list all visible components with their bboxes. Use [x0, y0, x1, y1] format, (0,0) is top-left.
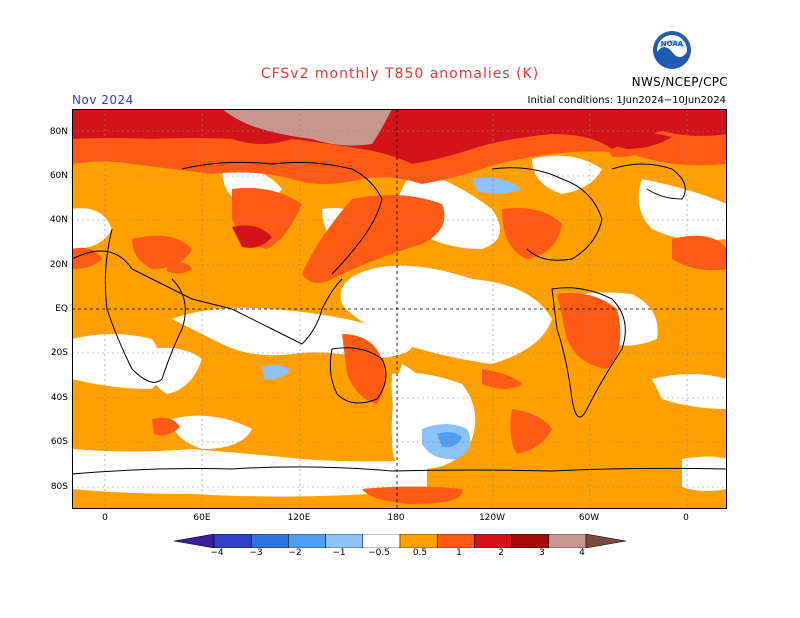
colorbar-segment: [436, 534, 475, 548]
colorbar-label: −2: [288, 548, 302, 558]
anomaly-3-4: [222, 109, 392, 146]
lon-label: 120W: [478, 513, 506, 523]
colorbar-label: 2: [498, 548, 504, 558]
lat-label: 40S: [50, 393, 68, 403]
colorbar-label: −1: [332, 548, 346, 558]
lon-label: 60E: [193, 513, 211, 523]
valid-month-label: Nov 2024: [72, 93, 134, 107]
colorbar-segment: [362, 534, 401, 548]
lat-label: 20N: [49, 260, 68, 270]
colorbar-segment: [511, 534, 550, 548]
lat-label: 20S: [50, 348, 68, 358]
lat-label: 40N: [49, 215, 68, 225]
colorbar-segment: [213, 534, 252, 548]
noaa-logo: NOAA: [653, 31, 691, 69]
colorbar-segment: [325, 534, 364, 548]
colorbar: [174, 534, 626, 548]
agency-label: NWS/NCEP/CPC: [631, 75, 728, 89]
anomaly-map: [72, 109, 727, 509]
colorbar-label: 4: [579, 548, 585, 558]
lat-label: 80N: [49, 127, 68, 137]
lon-label: 0: [683, 513, 689, 523]
colorbar-label: −3: [249, 548, 263, 558]
negative-anomalies: [262, 177, 522, 460]
anomaly-2-3: [72, 109, 727, 248]
lat-label: EQ: [55, 304, 68, 314]
colorbar-segment: [474, 534, 512, 548]
colorbar-segment: [548, 534, 587, 548]
colorbar-label: −0.5: [368, 548, 390, 558]
colorbar-segment: [399, 534, 438, 548]
lat-label: 60S: [50, 437, 68, 447]
lon-label: 0: [102, 513, 108, 523]
colorbar-label: 3: [539, 548, 545, 558]
colorbar-segment: [585, 534, 626, 548]
lat-label: 80S: [50, 482, 68, 492]
coastlines: [72, 161, 727, 475]
lon-label: 120E: [287, 513, 311, 523]
lon-label: 60W: [578, 513, 600, 523]
colorbar-segment: [174, 534, 215, 548]
map-title: CFSv2 monthly T850 anomalies (K): [260, 66, 540, 82]
lon-label: 180: [387, 513, 405, 523]
lat-label: 60N: [49, 171, 68, 181]
colorbar-label: 1: [456, 548, 462, 558]
colorbar-label: 0.5: [412, 548, 428, 558]
colorbar-label: −4: [210, 548, 224, 558]
initial-conditions-label: Initial conditions: 1Jun2024−10Jun2024: [527, 95, 726, 106]
colorbar-segment: [288, 534, 326, 548]
colorbar-segment: [250, 534, 289, 548]
logo-text: NOAA: [661, 40, 684, 48]
